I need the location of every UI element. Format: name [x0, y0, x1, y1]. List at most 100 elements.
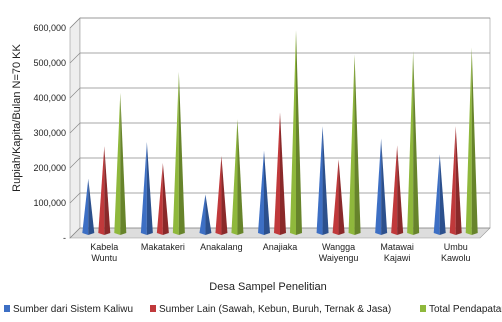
bar-face-light	[332, 159, 339, 235]
bar	[465, 47, 478, 235]
bar-face-light	[140, 142, 147, 235]
bar	[98, 146, 111, 235]
bar-face-light	[407, 51, 414, 235]
bar	[332, 159, 345, 235]
bar-face-light	[215, 156, 222, 235]
gridline-side	[69, 52, 81, 64]
bar	[391, 145, 404, 235]
y-tick-label: -	[63, 233, 66, 243]
x-category-label: Matawai Kajawi	[380, 242, 414, 263]
gridline-side	[69, 227, 81, 239]
bar	[290, 30, 302, 235]
bar-face-dark	[397, 145, 404, 235]
bar	[407, 51, 420, 235]
y-tick-label: 500,000	[33, 58, 66, 68]
bar-face-light	[375, 138, 382, 235]
bar-face-dark	[439, 154, 446, 235]
x-category-label-line: Kabela	[90, 242, 118, 252]
x-category-label: Wangga Waiyengu	[319, 242, 359, 263]
legend-item: Total Pendapatan	[420, 304, 502, 315]
legend-swatch	[4, 305, 10, 312]
x-category-label-line: Waiyengu	[319, 253, 359, 263]
bar	[114, 93, 127, 235]
bar-face-dark	[120, 93, 127, 235]
bar-face-light	[114, 93, 121, 235]
bar-face-light	[316, 126, 323, 235]
x-category-label-line: Wuntu	[91, 253, 117, 263]
y-tick-label: 400,000	[33, 93, 66, 103]
bar-face-dark	[205, 194, 212, 235]
bar	[199, 194, 212, 235]
bar-face-dark	[162, 163, 169, 235]
legend-swatch	[150, 305, 156, 312]
x-category-label-line: Anakalang	[200, 242, 243, 252]
bar	[274, 112, 286, 235]
bar-face-dark	[104, 146, 111, 235]
legend-item: Sumber dari Sistem Kaliwu	[4, 304, 133, 315]
bar	[433, 154, 446, 235]
x-category-label-line: Kajawi	[384, 253, 411, 263]
legend-label: Sumber Lain (Sawah, Kebun, Buruh, Ternak…	[159, 304, 391, 315]
bar	[316, 126, 329, 235]
bar-face-light	[172, 72, 179, 235]
gridline-side	[69, 157, 81, 169]
bar-face-light	[156, 163, 163, 235]
x-category-label: Anajiaka	[263, 242, 298, 252]
legend: Sumber dari Sistem Kaliwu Sumber Lain (Sa…	[4, 304, 502, 315]
bar-face-dark	[322, 126, 329, 235]
bar-face-dark	[338, 159, 345, 235]
bar-face-dark	[264, 150, 270, 235]
bar-face-dark	[455, 126, 462, 235]
bar-face-dark	[381, 138, 388, 235]
y-tick-label: 200,000	[33, 163, 66, 173]
gridline-side	[69, 17, 81, 29]
bar-face-light	[433, 154, 440, 235]
x-category-label-line: Anajiaka	[263, 242, 298, 252]
x-category-label: Umbu Kawolu	[441, 242, 471, 263]
bar-face-dark	[237, 119, 244, 235]
bar-face-light	[465, 47, 472, 235]
bar	[231, 119, 244, 235]
bar-face-light	[391, 145, 398, 235]
y-axis-title: Rupiah/Kapita/Bulan N=70 KK	[11, 43, 23, 191]
bar-face-dark	[221, 156, 228, 235]
x-category-label: Anakalang	[200, 242, 243, 252]
bar-face-light	[231, 119, 238, 235]
y-tick-label: 600,000	[33, 23, 66, 33]
legend-swatch	[420, 305, 426, 312]
bar-face-light	[98, 146, 105, 235]
gridline-side	[69, 87, 81, 99]
bar	[215, 156, 228, 235]
x-category-label: Kabela Wuntu	[90, 242, 118, 263]
bar	[172, 72, 185, 235]
x-category-label: Makatakeri	[141, 242, 185, 252]
bar-face-light	[199, 194, 206, 235]
bar-face-dark	[413, 51, 420, 235]
x-category-label-line: Makatakeri	[141, 242, 185, 252]
y-tick-label: 300,000	[33, 128, 66, 138]
bars	[82, 30, 478, 235]
bar	[140, 142, 153, 235]
x-axis-title: Desa Sampel Penelitian	[209, 281, 326, 293]
bar-face-dark	[88, 178, 95, 235]
legend-label: Total Pendapatan	[429, 304, 502, 315]
bar	[82, 178, 95, 235]
bar-face-light	[82, 178, 89, 235]
x-category-label-line: Matawai	[380, 242, 414, 252]
x-category-label-line: Umbu	[444, 242, 468, 252]
bar-face-dark	[178, 72, 185, 235]
y-axis-ticks: - 100,000 200,000 300,000 400,000 500,000 600,…	[33, 23, 66, 243]
bar	[449, 126, 462, 235]
bar	[348, 54, 361, 235]
bar-face-light	[274, 112, 280, 235]
gridline-side	[69, 122, 81, 134]
x-axis-categories: Kabela Wuntu Makatakeri Anakalang Anajiaka Wa…	[90, 242, 470, 263]
bar-face-dark	[296, 30, 302, 235]
y-tick-label: 100,000	[33, 198, 66, 208]
bar	[156, 163, 169, 235]
legend-item: Sumber Lain (Sawah, Kebun, Buruh, Ternak…	[150, 304, 391, 315]
x-category-label-line: Kawolu	[441, 253, 471, 263]
bar	[258, 150, 270, 235]
gridline-side	[69, 192, 81, 204]
